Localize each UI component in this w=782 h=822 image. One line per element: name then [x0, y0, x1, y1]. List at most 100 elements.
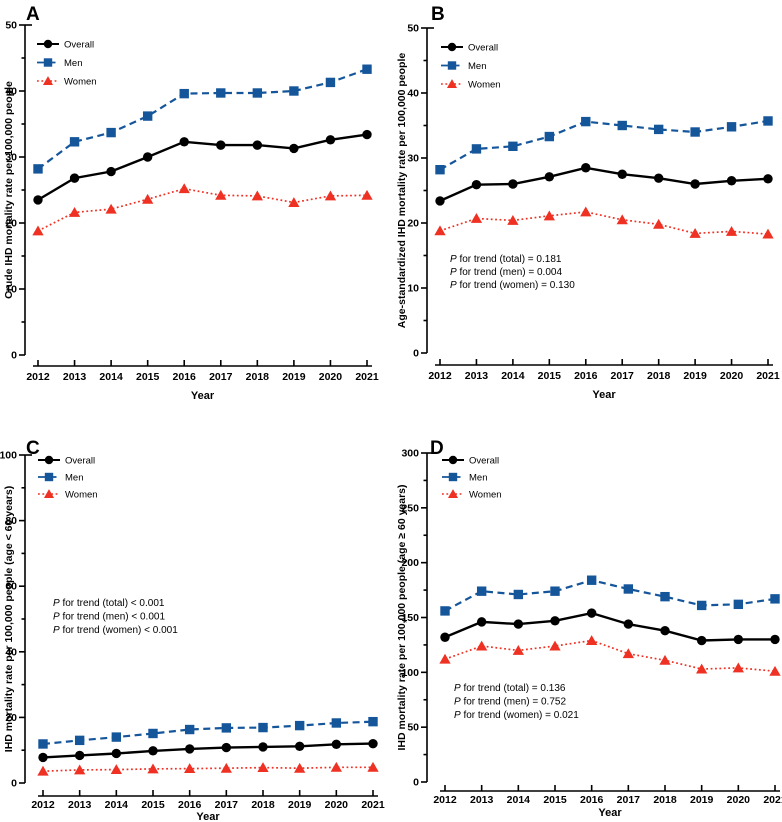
series-line [439, 166, 769, 202]
square-marker [221, 723, 232, 733]
circle-marker [763, 174, 773, 184]
square-marker [216, 88, 226, 98]
y-tick-label: 60 [5, 581, 17, 593]
legend-label-men: Men [64, 58, 82, 69]
y-tick-label: 20 [5, 218, 17, 230]
x-tick-label: 2021 [763, 794, 782, 806]
series-line [42, 766, 373, 773]
triangle-marker [330, 761, 342, 772]
legend: Overall Men Women [442, 456, 502, 501]
x-tick-label: 2020 [727, 794, 751, 806]
square-marker [763, 116, 773, 126]
x-tick-label: 2017 [617, 794, 641, 806]
circle-marker [471, 179, 482, 190]
panel-a: A 0 10 20 30 40 50 Crude IHD mortality rate per… [0, 0, 390, 410]
y-axis-title: Crude IHD mortality rate per 100,000 peo… [3, 81, 15, 299]
square-marker [69, 137, 80, 147]
x-tick-label: 2019 [282, 371, 306, 383]
x-tick-label: 2016 [580, 794, 604, 806]
series-overall [38, 738, 378, 763]
p-for-trend-annotations: P for trend (total) = 0.181 P for trend (… [450, 254, 575, 291]
circle-marker [581, 163, 591, 173]
square-marker [690, 127, 700, 137]
triangle-marker [215, 189, 227, 200]
x-axis [33, 360, 372, 367]
circle-marker [258, 742, 268, 752]
triangle-marker [616, 214, 628, 225]
square-marker [508, 141, 518, 151]
x-tick-label: 2012 [428, 370, 452, 382]
x-tick-label: 2017 [209, 371, 233, 383]
chart-d-ihd-mortality-60-and-over: D 0 50 100 150 200 250 300 IHD mortality rate pe… [396, 438, 782, 819]
legend-label-overall: Overall [64, 40, 94, 51]
y-tick-label: 10 [407, 283, 419, 295]
x-tick-label: 2017 [611, 370, 635, 382]
x-tick-label: 2016 [173, 371, 197, 383]
triangle-marker [507, 214, 519, 225]
x-tick-label: 2012 [31, 799, 55, 811]
p-for-trend-annotations: P for trend (total) < 0.001 P for trend (… [53, 598, 178, 636]
square-marker [544, 131, 555, 142]
triangle-marker [105, 203, 117, 214]
square-marker [471, 144, 482, 154]
series-men [435, 116, 773, 175]
triangle-marker [447, 489, 459, 498]
y-tick-label: 40 [407, 88, 419, 100]
y-axis-title: IHD mortality rate per 100,000 people (a… [3, 486, 15, 752]
x-tick-label: 2021 [756, 370, 780, 382]
x-tick-label: 2020 [720, 370, 744, 382]
y-tick-label: 40 [5, 86, 17, 98]
square-marker [726, 122, 737, 132]
triangle-marker [470, 213, 483, 223]
series-line [37, 187, 368, 232]
x-tick-label: 2020 [325, 799, 349, 811]
triangle-marker [434, 225, 446, 236]
y-tick-label: 100 [0, 450, 17, 462]
square-marker [435, 165, 445, 175]
triangle-marker [725, 226, 738, 236]
square-marker [586, 575, 597, 585]
y-tick-label: 50 [5, 20, 17, 32]
triangle-marker [586, 635, 598, 645]
circle-marker [733, 634, 744, 645]
circle-marker [43, 39, 53, 49]
legend: Overall Men Women [38, 456, 98, 501]
chart-c-ihd-mortality-under-60: C 0 20 40 60 80 100 IHD mortality rate per 100,… [0, 438, 385, 822]
triangle-marker [324, 190, 337, 201]
circle-marker [447, 42, 457, 52]
circle-marker [653, 173, 664, 183]
legend-label-men: Men [468, 61, 486, 72]
triangle-marker [476, 640, 488, 651]
x-tick-label: 2013 [465, 370, 489, 382]
y-tick-label: 0 [11, 350, 17, 362]
legend-label-overall: Overall [65, 456, 95, 467]
square-marker [331, 718, 342, 728]
y-axis-title: Age-standardized IHD mortality rate per … [396, 53, 408, 329]
x-tick-label: 2018 [653, 794, 677, 806]
x-tick-label: 2015 [543, 794, 567, 806]
p-trend-line: P for trend (total) < 0.001 [53, 598, 165, 609]
y-axis [19, 454, 32, 784]
circle-marker [617, 169, 627, 179]
x-tick-label: 2017 [215, 799, 239, 811]
square-marker [513, 589, 524, 600]
triangle-marker [42, 76, 54, 85]
legend-label-women: Women [468, 80, 501, 91]
legend-label-overall: Overall [469, 456, 499, 467]
circle-marker [33, 195, 43, 205]
triangle-marker [689, 227, 701, 238]
x-tick-label: 2018 [647, 370, 671, 382]
triangle-marker [769, 665, 781, 676]
triangle-marker [653, 218, 665, 229]
triangle-marker [178, 183, 190, 194]
p-trend-line: P for trend (men) < 0.001 [53, 612, 165, 623]
circle-marker [448, 455, 458, 465]
square-marker [617, 120, 627, 131]
x-tick-label: 2018 [246, 371, 270, 383]
triangle-marker [439, 653, 451, 664]
x-tick-label: 2021 [355, 371, 379, 383]
circle-marker [69, 173, 80, 183]
x-tick-label: 2015 [538, 370, 562, 382]
triangle-marker [32, 225, 44, 236]
square-marker [362, 64, 372, 74]
